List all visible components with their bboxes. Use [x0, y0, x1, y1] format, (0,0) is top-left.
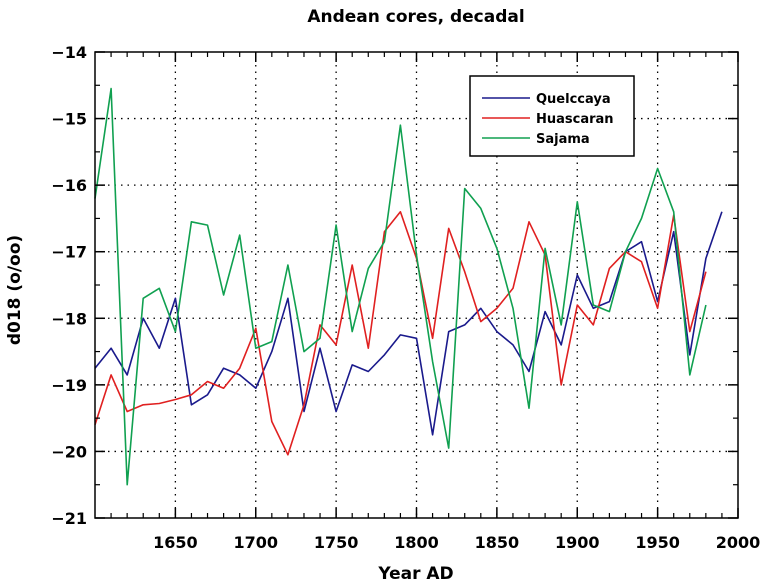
legend: Quelccaya Huascaran Sajama	[469, 75, 635, 157]
y-tick-label: −17	[51, 243, 87, 262]
series-line-sajama	[94, 87, 707, 486]
x-axis-label: Year AD	[377, 564, 453, 584]
y-tick-label: −15	[51, 110, 87, 129]
x-tick-label: 2000	[716, 533, 761, 552]
x-tick-label: 1750	[314, 533, 359, 552]
x-tick-label: 1800	[394, 533, 439, 552]
axis-ticks	[95, 51, 739, 519]
y-tick-label: −21	[51, 509, 87, 528]
x-tick-label: 1700	[233, 533, 278, 552]
gridlines	[95, 52, 738, 518]
legend-label-sajama: Sajama	[536, 132, 590, 147]
legend-label-huascaran: Huascaran	[536, 112, 614, 127]
y-tick-label: −16	[51, 176, 87, 195]
y-tick-label: −19	[51, 376, 87, 395]
x-tick-label: 1900	[555, 533, 600, 552]
y-tick-label: −20	[51, 442, 87, 461]
legend-box	[469, 75, 635, 157]
x-tick-label: 1850	[475, 533, 520, 552]
x-tick-labels: 1650 1700 1750 1800 1850 1900 1950 2000	[153, 533, 760, 552]
x-tick-label: 1950	[635, 533, 680, 552]
y-axis-label: d018 (o/oo)	[5, 235, 25, 345]
series-layer	[94, 87, 723, 486]
legend-label-quelccaya: Quelccaya	[536, 92, 611, 107]
chart-title: Andean cores, decadal	[307, 7, 524, 27]
y-tick-labels: −21 −20 −19 −18 −17 −16 −15 −14	[51, 43, 87, 528]
plot-frame	[94, 51, 739, 519]
x-tick-label: 1650	[153, 533, 198, 552]
y-tick-label: −14	[51, 43, 87, 62]
series-line-huascaran	[94, 211, 707, 456]
y-tick-label: −18	[51, 309, 87, 328]
series-line-quelccaya	[94, 211, 723, 436]
